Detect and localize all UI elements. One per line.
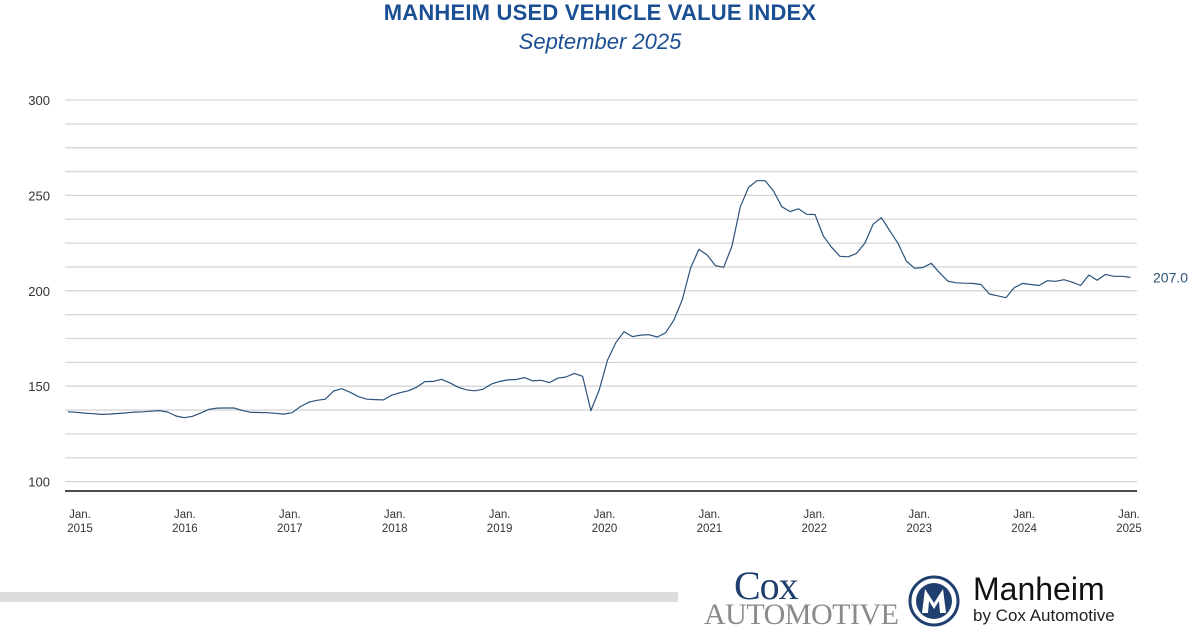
manheim-logo-subtitle: by Cox Automotive <box>973 606 1115 625</box>
x-tick-label-month: Jan. <box>174 509 196 521</box>
x-tick-label-month: Jan. <box>69 509 91 521</box>
y-tick-label: 200 <box>28 284 50 299</box>
x-tick-label-month: Jan. <box>1013 509 1035 521</box>
last-value-label: 207.0 <box>1153 269 1188 285</box>
x-tick-label-month: Jan. <box>279 509 301 521</box>
x-tick-label-year: 2024 <box>1011 523 1037 535</box>
cox-automotive-logo: Cox AUTOMOTIVE <box>704 563 899 631</box>
x-tick-label-month: Jan. <box>908 509 930 521</box>
manheim-m-icon <box>908 575 960 627</box>
footer-divider-bar <box>0 592 678 602</box>
x-tick-label-year: 2025 <box>1116 523 1142 535</box>
x-tick-label-month: Jan. <box>384 509 406 521</box>
x-tick-label-year: 2019 <box>487 523 513 535</box>
x-tick-label-month: Jan. <box>489 509 511 521</box>
x-tick-label-year: 2017 <box>277 523 303 535</box>
x-tick-label-month: Jan. <box>803 509 825 521</box>
x-tick-label-year: 2021 <box>697 523 723 535</box>
x-tick-label-year: 2023 <box>906 523 932 535</box>
x-tick-label-year: 2018 <box>382 523 408 535</box>
x-tick-label-year: 2016 <box>172 523 198 535</box>
y-tick-label: 250 <box>28 188 50 203</box>
x-tick-label-year: 2022 <box>802 523 828 535</box>
index-series-line <box>67 180 1131 419</box>
cox-logo-line1: Cox <box>734 563 799 608</box>
x-tick-label-month: Jan. <box>1118 509 1140 521</box>
manheim-logo-name: Manheim <box>973 571 1105 607</box>
y-tick-label: 150 <box>28 379 50 394</box>
y-tick-label: 100 <box>28 475 50 490</box>
chart-title: MANHEIM USED VEHICLE VALUE INDEX <box>383 0 817 25</box>
x-tick-label-month: Jan. <box>699 509 721 521</box>
cox-logo-line2: AUTOMOTIVE <box>704 598 899 631</box>
x-tick-label-year: 2020 <box>592 523 618 535</box>
y-tick-label: 300 <box>28 93 50 108</box>
line-chart: 100 150 200 250 300 Jan. 2015 Jan. 2016 Jan. 2017 J… <box>28 93 1188 535</box>
x-tick-label-month: Jan. <box>594 509 616 521</box>
chart-subtitle: September 2025 <box>518 29 682 54</box>
x-tick-label-year: 2015 <box>67 523 93 535</box>
